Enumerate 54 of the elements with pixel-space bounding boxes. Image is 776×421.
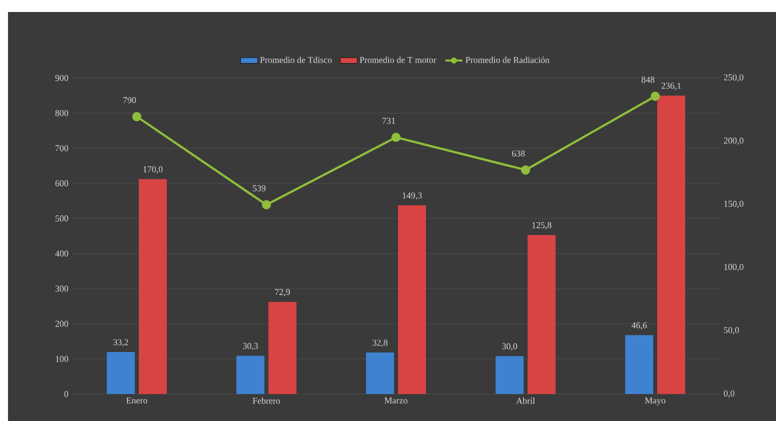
data-label: 30,3 <box>242 342 258 350</box>
data-label: 731 <box>382 118 395 124</box>
y-tick-label: 800 <box>55 110 68 116</box>
y-tick-label: 400 <box>55 250 68 257</box>
data-label: 170,0 <box>143 166 163 174</box>
y2-tick-label: 100,0 <box>724 264 744 272</box>
bar <box>366 352 394 394</box>
bar <box>528 234 556 394</box>
data-label: 539 <box>252 185 266 192</box>
y-tick-label: 900 <box>55 74 68 82</box>
legend-label: Promedio de Tdisco <box>260 56 332 63</box>
bar <box>398 205 426 394</box>
bar <box>106 352 135 394</box>
bar <box>625 335 654 394</box>
bar <box>138 179 167 394</box>
y-tick-label: 200 <box>55 320 68 327</box>
y2-tick-label: 150,0 <box>724 200 744 208</box>
point <box>262 200 271 210</box>
data-label: 32,8 <box>372 340 388 348</box>
legend-label: Promedio de T motor <box>360 56 436 63</box>
data-label: 638 <box>512 150 525 156</box>
y2-tick-label: 50,0 <box>724 327 739 334</box>
data-label: 33,2 <box>113 339 128 347</box>
bar <box>657 96 686 394</box>
y-tick-label: 600 <box>55 180 68 186</box>
data-label: 30,0 <box>502 343 518 351</box>
point <box>132 112 142 122</box>
y-tick-label: 100 <box>56 356 68 362</box>
point <box>391 132 401 142</box>
data-label: 848 <box>642 76 654 83</box>
x-tick-label: Abril <box>516 398 535 404</box>
x-tick-label: Marzo <box>384 398 408 404</box>
y-tick-label: 700 <box>56 145 68 152</box>
x-tick-label: Enero <box>126 398 148 404</box>
y2-tick-label: 0,0 <box>724 390 734 398</box>
y2-tick-label: 200,0 <box>724 138 744 145</box>
data-label: 72,9 <box>275 289 290 296</box>
x-tick-label: Mayo <box>645 398 666 406</box>
data-label: 236,1 <box>662 82 681 90</box>
point <box>521 165 530 175</box>
y-tick-label: 300 <box>55 286 68 292</box>
data-label: 149,3 <box>402 192 422 200</box>
bar <box>236 356 264 394</box>
bar <box>496 356 524 394</box>
y-tick-label: 500 <box>56 215 68 222</box>
point <box>650 92 660 101</box>
x-tick-label: Febrero <box>252 398 280 404</box>
y2-tick-label: 250,0 <box>724 74 744 82</box>
data-label: 125,8 <box>532 222 552 230</box>
legend-label: Promedio de Radiación <box>466 56 550 63</box>
y-tick-label: 0 <box>64 390 68 398</box>
data-label: 790 <box>123 97 136 104</box>
data-label: 46,6 <box>632 322 647 330</box>
bar <box>268 302 296 394</box>
